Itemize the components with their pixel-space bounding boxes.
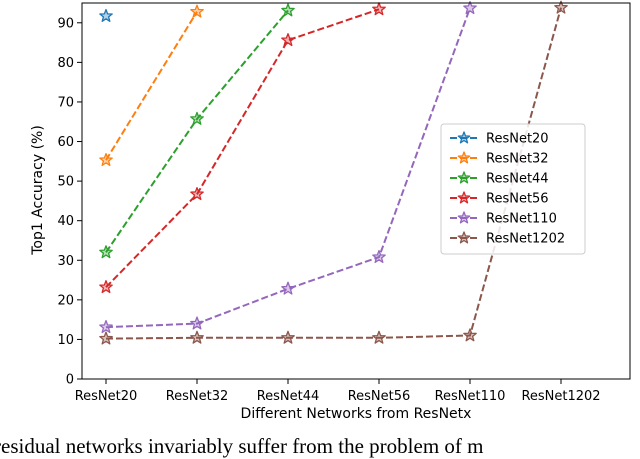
y-tick-label: 20 [57, 293, 74, 308]
y-tick-label: 30 [57, 254, 74, 269]
legend-marker [457, 151, 471, 164]
y-tick-label: 70 [57, 95, 74, 110]
series-line [105, 9, 289, 253]
series-line [105, 8, 380, 288]
data-point [99, 280, 113, 294]
y-tick-label: 50 [57, 175, 74, 190]
legend-label: ResNet1202 [486, 232, 565, 247]
legend-marker [457, 231, 471, 244]
y-tick-label: 60 [57, 135, 74, 150]
legend-marker [457, 191, 471, 204]
data-point [372, 2, 386, 16]
legend-label: ResNet56 [486, 192, 549, 207]
plot-frame [81, 2, 631, 380]
legend-box [440, 123, 586, 255]
series-resnet32 [99, 4, 204, 167]
series-line [105, 11, 198, 161]
data-point [190, 111, 204, 125]
legend-item: ResNet1202 [450, 231, 565, 247]
data-point [463, 0, 477, 15]
legend-item: ResNet20 [450, 131, 549, 147]
data-point [372, 330, 386, 344]
data-point [190, 330, 204, 344]
data-point [190, 187, 204, 201]
legend-label: ResNet32 [486, 152, 549, 167]
legend-marker [457, 171, 471, 184]
data-point [99, 245, 113, 259]
figure-caption: residual networks invariably suffer from… [0, 434, 484, 458]
y-tick-label: 10 [57, 333, 74, 348]
legend: ResNet20 ResNet32 ResNet44 ResNet56 ResNet11… [440, 123, 586, 255]
data-point [99, 152, 113, 167]
legend-item: ResNet44 [450, 171, 549, 187]
legend-item: ResNet32 [450, 151, 549, 167]
data-point [99, 331, 113, 345]
data-point [190, 4, 204, 18]
legend-marker [457, 211, 471, 224]
data-point [190, 316, 204, 330]
y-axis-label: Top1 Accuracy (%) [30, 125, 46, 256]
data-point [463, 328, 477, 342]
series-line [105, 7, 471, 329]
data-point [99, 8, 113, 22]
x-axis-label: Different Networks from ResNetx [241, 406, 472, 422]
series-resnet110 [99, 0, 477, 334]
legend-marker [457, 131, 471, 144]
series-layer [99, 0, 568, 345]
data-point [99, 320, 113, 334]
legend-label: ResNet44 [486, 172, 549, 187]
x-tick-label: ResNet20 [75, 389, 138, 404]
data-point [281, 281, 295, 295]
legend-label: ResNet110 [486, 212, 557, 227]
series-resnet56 [99, 2, 386, 294]
x-tick-label: ResNet56 [348, 389, 411, 404]
x-tick-label: ResNet1202 [521, 389, 600, 404]
data-point [281, 3, 295, 17]
series-line [105, 7, 562, 340]
x-tick-label: ResNet44 [257, 389, 320, 404]
legend-item: ResNet56 [450, 191, 549, 207]
series-resnet20 [99, 8, 113, 22]
x-tick-label: ResNet32 [166, 389, 229, 404]
y-tick-label: 80 [57, 56, 74, 71]
legend-item: ResNet110 [450, 211, 557, 227]
y-tick-label: 40 [57, 214, 74, 229]
data-point [281, 330, 295, 344]
y-tick-label: 0 [66, 373, 74, 388]
data-point [281, 33, 295, 47]
series-resnet1202 [99, 0, 568, 345]
series-resnet44 [99, 3, 295, 259]
legend-label: ResNet20 [486, 132, 549, 147]
data-point [554, 0, 568, 14]
x-tick-label: ResNet110 [435, 389, 506, 404]
data-point [372, 249, 386, 264]
y-tick-label: 90 [57, 16, 74, 31]
